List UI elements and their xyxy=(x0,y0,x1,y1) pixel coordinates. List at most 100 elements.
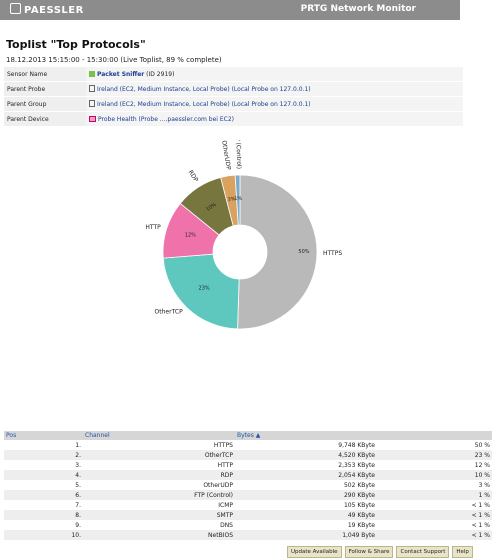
info-row-group: Parent Group Ireland (EC2, Medium Instan… xyxy=(4,96,463,112)
sensor-info-table: Sensor Name Packet Sniffer (ID 2919) Par… xyxy=(4,67,463,127)
table-row[interactable]: 8. SMTP 49 KByte < 1 % xyxy=(4,510,492,520)
cell-channel: DNS xyxy=(220,521,233,529)
app-title: PRTG Network Monitor xyxy=(300,4,416,14)
table-row[interactable]: 3. HTTP 2,353 KByte 12 % xyxy=(4,460,492,470)
cell-channel: SMTP xyxy=(83,510,235,520)
logo-icon xyxy=(10,3,21,14)
cell-percent: < 1 % xyxy=(471,521,490,529)
info-label: Sensor Name xyxy=(4,67,86,82)
cell-pos: 5. xyxy=(75,481,81,489)
slice-percent-label: 12% xyxy=(185,233,196,239)
cell-channel: OtherUDP xyxy=(203,481,233,489)
cell-bytes: 2,353 KByte xyxy=(338,461,375,469)
cell-percent: 10 % xyxy=(377,470,492,480)
cell-bytes: 4,520 KByte xyxy=(235,450,377,460)
slice-percent-label: 50% xyxy=(298,249,309,255)
slice-category-label: OtherTCP xyxy=(155,309,184,316)
slice-category-label: HTTP xyxy=(145,224,161,231)
table-row[interactable]: 6. FTP (Control) 290 KByte 1 % xyxy=(4,490,492,500)
page-title: Toplist "Top Protocols" xyxy=(6,38,146,51)
cell-channel: FTP (Control) xyxy=(83,490,235,500)
cell-bytes: 1,049 Byte xyxy=(235,530,377,540)
column-bytes[interactable]: Bytes ▲ xyxy=(235,431,377,440)
cell-channel: RDP xyxy=(83,470,235,480)
table-row[interactable]: 5. OtherUDP 502 KByte 3 % xyxy=(4,480,492,490)
cell-pos: 1. xyxy=(75,441,81,449)
slice-percent-label: 1% xyxy=(234,196,242,202)
info-row-device: Parent Device Probe Health (Probe ....pa… xyxy=(4,111,463,127)
toplist-table: Pos Channel Bytes ▲ 1. HTTPS 9,748 KByte 50… xyxy=(4,431,492,540)
info-value: Probe Health (Probe ....paessler.com bei… xyxy=(86,111,463,127)
info-value: Ireland (EC2, Medium Instance, Local Pro… xyxy=(86,96,463,112)
cell-percent: 1 % xyxy=(377,490,492,500)
slice-ftp-control-[interactable] xyxy=(234,174,241,226)
cell-bytes: 105 KByte xyxy=(343,501,375,509)
info-label: Parent Device xyxy=(4,111,86,127)
protocol-donut-chart: 50% HTTPS 23% OtherTCP 12% HTTP 10% RDP 3% OtherU… xyxy=(145,140,342,330)
info-row-probe: Parent Probe Ireland (EC2, Medium Instan… xyxy=(4,81,463,97)
follow-share-button[interactable]: Follow & Share xyxy=(344,546,394,558)
slice-othertcp[interactable] xyxy=(162,253,240,330)
probe-icon xyxy=(89,85,95,92)
table-row[interactable]: 7. ICMP 105 KByte < 1 % xyxy=(4,500,492,510)
parent-device-link[interactable]: Probe Health (Probe ....paessler.com bei… xyxy=(98,115,234,123)
paessler-logo[interactable]: PAESSLER xyxy=(10,3,84,16)
device-icon xyxy=(89,115,96,122)
cell-percent: < 1 % xyxy=(471,501,490,509)
table-row[interactable]: 4. RDP 2,054 KByte 10 % xyxy=(4,470,492,480)
cell-percent: 12 % xyxy=(474,461,490,469)
update-available-button[interactable]: Update Available xyxy=(287,546,342,558)
info-label: Parent Group xyxy=(4,96,86,112)
cell-pos: 2. xyxy=(4,450,83,460)
slice-category-label: OtherUDP xyxy=(220,140,232,171)
column-percent xyxy=(377,431,492,440)
contact-support-button[interactable]: Contact Support xyxy=(396,546,450,558)
table-row[interactable]: 2. OtherTCP 4,520 KByte 23 % xyxy=(4,450,492,460)
cell-bytes: 19 KByte xyxy=(347,521,375,529)
table-header-row: Pos Channel Bytes ▲ xyxy=(4,431,492,440)
sensor-name-link[interactable]: Packet Sniffer xyxy=(97,70,145,78)
page-subtitle: 18.12.2013 15:15:00 - 15:30:00 (Live Top… xyxy=(6,56,222,64)
cell-channel: HTTP xyxy=(217,461,233,469)
cell-channel: ICMP xyxy=(218,501,233,509)
info-row-sensor: Sensor Name Packet Sniffer (ID 2919) xyxy=(4,67,463,82)
cell-pos: 7. xyxy=(75,501,81,509)
cell-pos: 10. xyxy=(4,530,83,540)
cell-bytes: 502 KByte xyxy=(343,481,375,489)
logo-text: PAESSLER xyxy=(24,5,84,16)
slice-category-label: FTP (Control) xyxy=(234,140,242,169)
footer-bar: Update Available Follow & Share Contact … xyxy=(287,546,473,558)
table-row[interactable]: 1. HTTPS 9,748 KByte 50 % xyxy=(4,440,492,450)
cell-percent: 50 % xyxy=(474,441,490,449)
cell-pos: 8. xyxy=(4,510,83,520)
parent-probe-link[interactable]: Ireland (EC2, Medium Instance, Local Pro… xyxy=(97,86,311,93)
table-row[interactable]: 10. NetBIOS 1,049 Byte < 1 % xyxy=(4,530,492,540)
slice-https[interactable] xyxy=(237,174,318,330)
cell-percent: 3 % xyxy=(478,481,490,489)
cell-bytes: 49 KByte xyxy=(235,510,377,520)
cell-percent: 23 % xyxy=(377,450,492,460)
sensor-id: (ID 2919) xyxy=(146,70,175,78)
cell-pos: 9. xyxy=(75,521,81,529)
help-button[interactable]: Help xyxy=(452,546,473,558)
slice-category-label: RDP xyxy=(187,169,200,184)
info-value: Packet Sniffer (ID 2919) xyxy=(86,67,463,82)
cell-channel: NetBIOS xyxy=(83,530,235,540)
cell-bytes: 9,748 KByte xyxy=(338,441,375,449)
info-value: Ireland (EC2, Medium Instance, Local Pro… xyxy=(86,81,463,97)
slice-percent-label: 10% xyxy=(205,202,218,213)
column-channel[interactable]: Channel xyxy=(83,431,235,440)
cell-pos: 6. xyxy=(4,490,83,500)
table-row[interactable]: 9. DNS 19 KByte < 1 % xyxy=(4,520,492,530)
column-pos[interactable]: Pos xyxy=(4,431,83,440)
slice-percent-label: 23% xyxy=(199,286,210,292)
cell-bytes: 2,054 KByte xyxy=(235,470,377,480)
cell-bytes: 290 KByte xyxy=(235,490,377,500)
cell-pos: 4. xyxy=(4,470,83,480)
slice-percent-label: 3% xyxy=(227,196,236,203)
top-bar: PAESSLER PRTG Network Monitor xyxy=(0,0,460,20)
cell-percent: < 1 % xyxy=(377,510,492,520)
parent-group-link[interactable]: Ireland (EC2, Medium Instance, Local Pro… xyxy=(97,101,311,108)
sensor-icon xyxy=(89,70,95,77)
slice-category-label: HTTPS xyxy=(323,250,342,257)
